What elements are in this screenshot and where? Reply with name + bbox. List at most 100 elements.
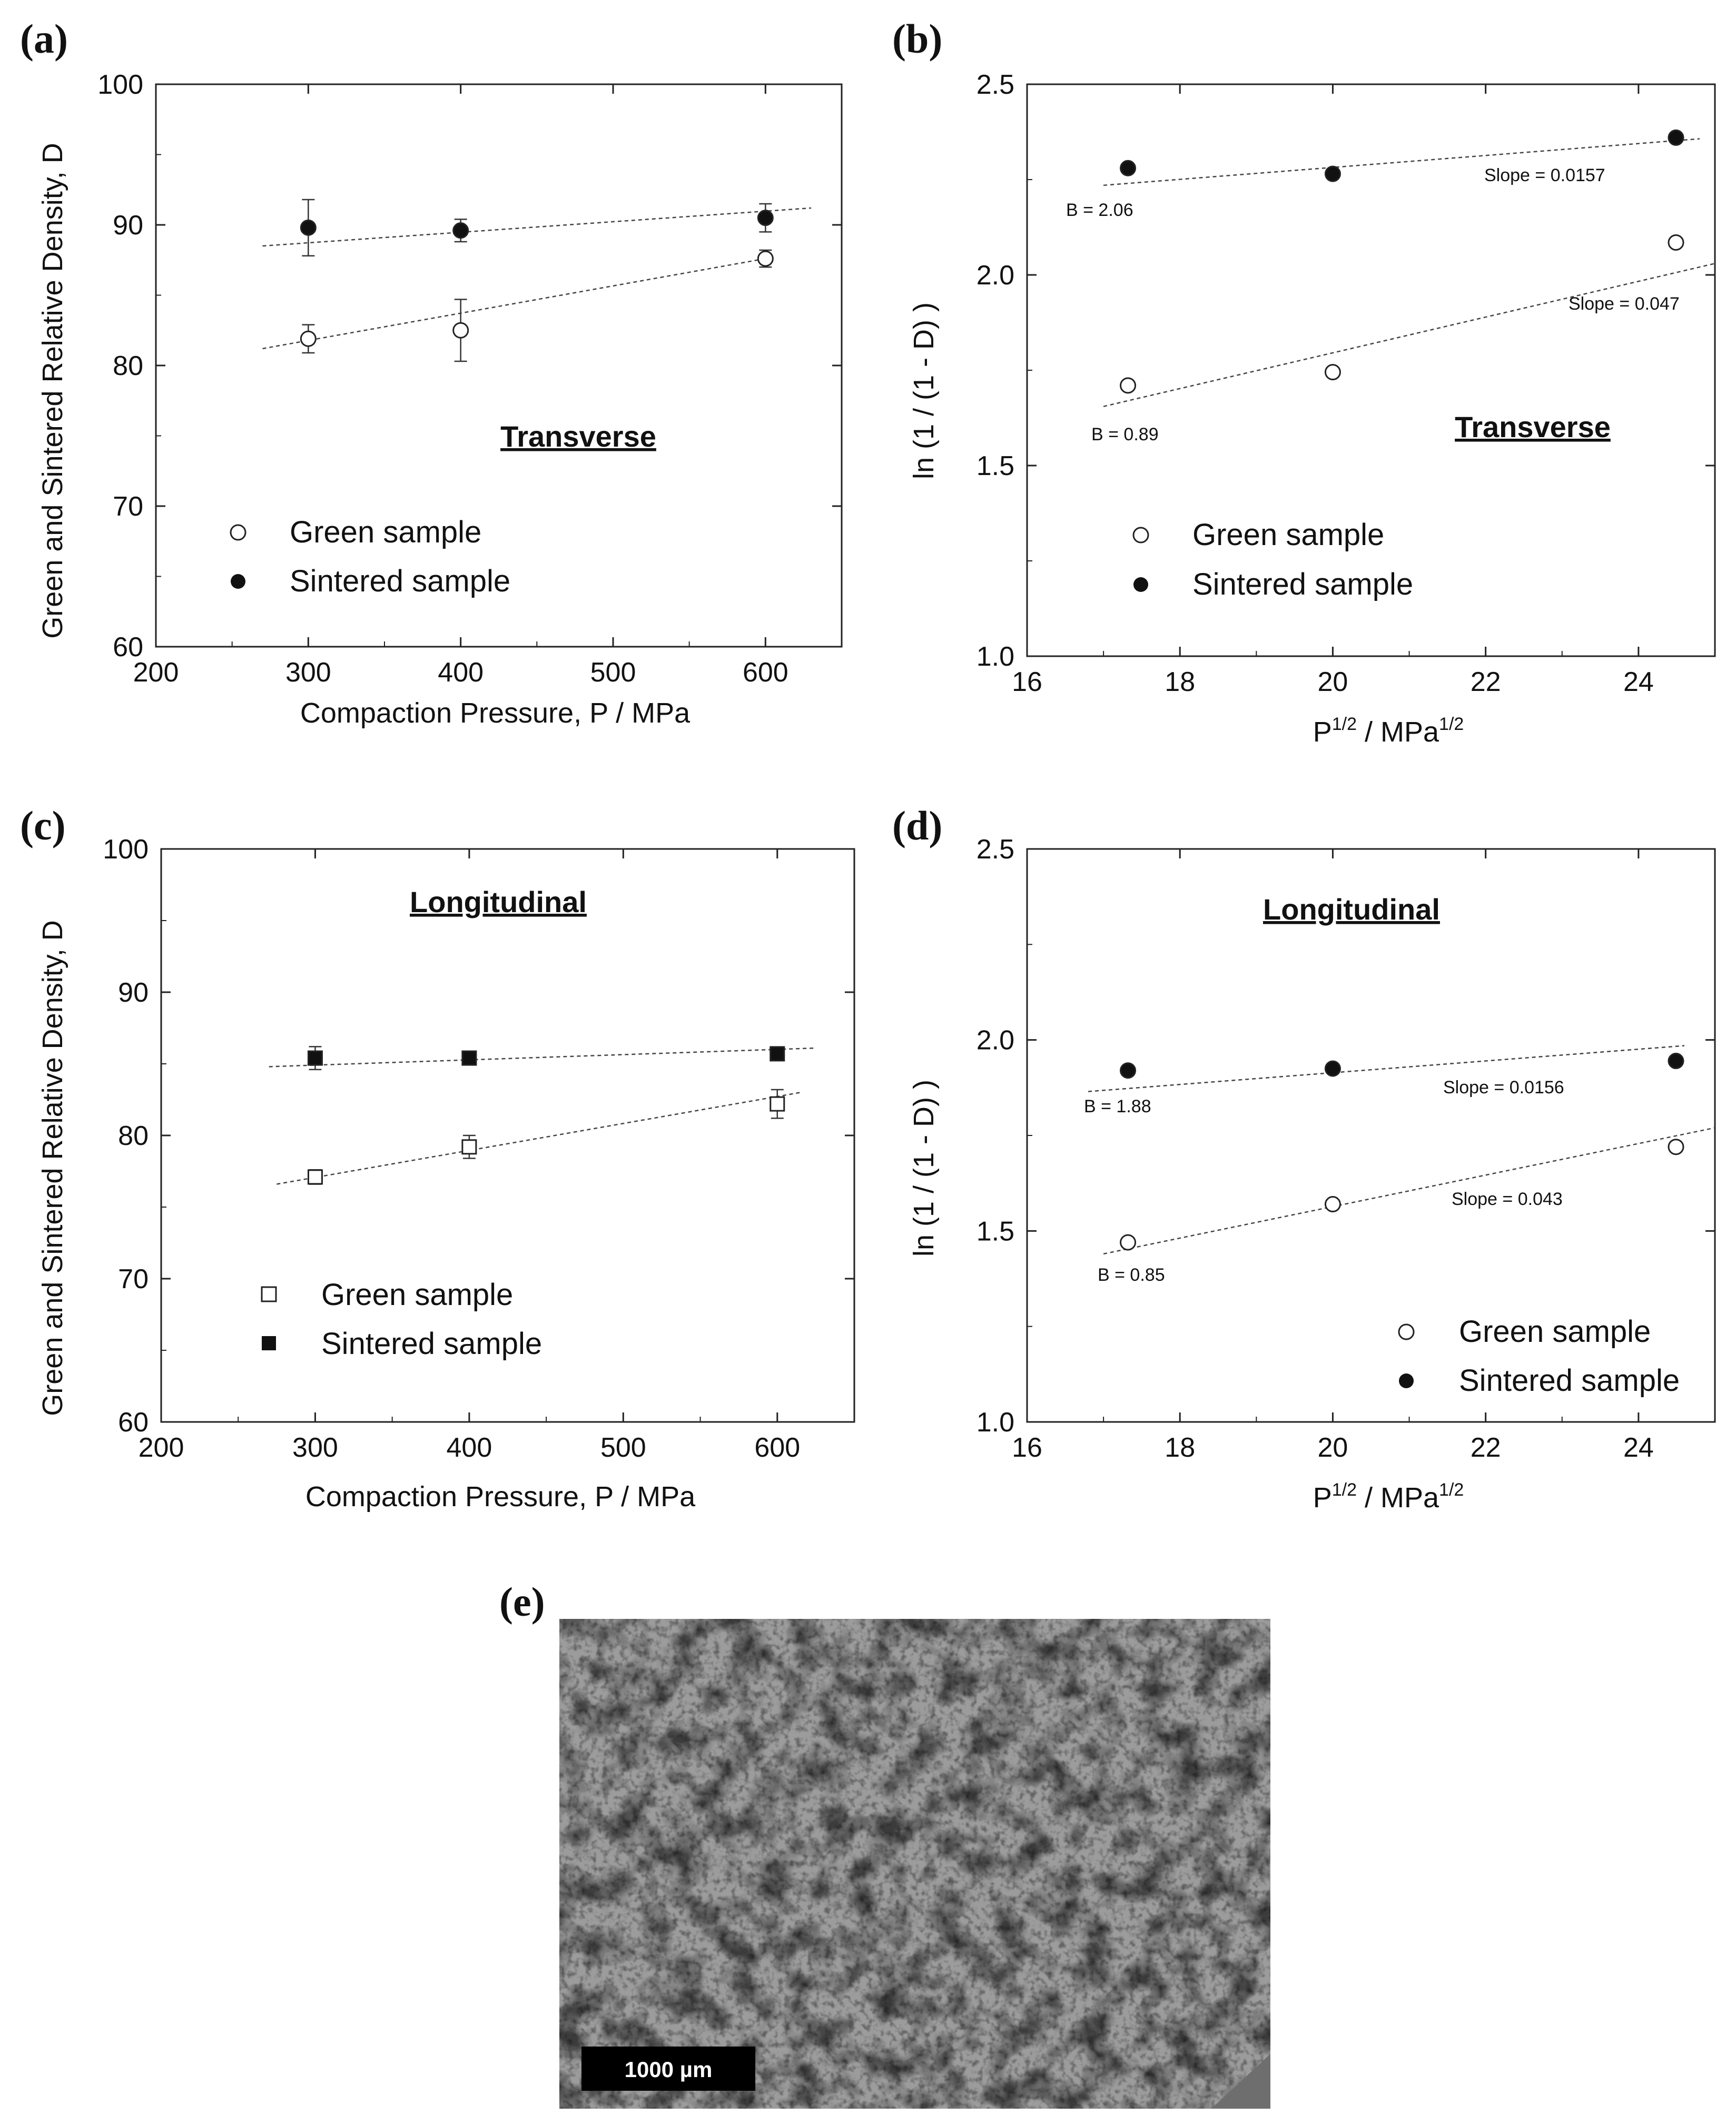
data-point-green (452, 322, 469, 339)
panel-b-xlabel: P1/2 / MPa1/2 (1313, 714, 1464, 748)
y-tick-label: 1.0 (976, 641, 1014, 672)
panel-d-xlabel: P1/2 / MPa1/2 (1313, 1480, 1464, 1514)
data-point-green (1324, 1196, 1341, 1213)
panel-b-legend-sintered: Sintered sample (1192, 567, 1413, 601)
data-point-green (461, 1139, 477, 1155)
y-tick-label: 60 (118, 1407, 149, 1438)
panel-d-ylabel: ln (1 / (1 - D) ) (908, 1080, 940, 1257)
x-tick-label: 200 (133, 657, 179, 688)
x-tick-label: 300 (285, 657, 331, 688)
y-tick-label: 1.5 (976, 1216, 1014, 1247)
x-tick-label: 16 (1012, 1432, 1042, 1463)
data-point-sintered (461, 1050, 477, 1066)
fit-line-green (262, 258, 766, 350)
fit-line-sintered (1103, 138, 1700, 186)
fit-line-green (1103, 263, 1715, 407)
legend-marker-green-open-circle (1132, 527, 1149, 543)
legend-marker-sintered-filled-circle (1133, 577, 1148, 592)
x-tick-label: 600 (754, 1432, 800, 1463)
panel-a-ylabel: Green and Sintered Relative Density, D (37, 143, 68, 638)
y-tick-label: 1.5 (976, 451, 1014, 481)
data-point-green (1120, 377, 1137, 394)
panel-e-label: (e) (499, 1579, 545, 1625)
data-point-sintered (1120, 160, 1137, 176)
panel-c-ylabel: Green and Sintered Relative Density, D (37, 920, 68, 1416)
y-tick-label: 90 (113, 210, 143, 241)
data-point-sintered (1324, 1060, 1341, 1077)
panel-d: (d) Longitudinal P1/2 / MPa1/2 ln (1 / (… (892, 803, 1680, 1514)
y-tick-label: 100 (103, 834, 149, 865)
panel-a-legend-sintered: Sintered sample (290, 564, 510, 598)
panel-b: (b) Transverse P1/2 / MPa1/2 ln (1 / (1 … (892, 16, 1680, 748)
y-tick-label: 2.0 (976, 260, 1014, 291)
fit-line-sintered (269, 1047, 816, 1068)
x-tick-label: 400 (438, 657, 484, 688)
y-tick-label: 2.5 (976, 834, 1014, 865)
scale-bar-label: 1000 µm (625, 2057, 713, 2082)
data-point-sintered (1324, 165, 1341, 182)
plot-area-d: 16 18 20 22 24 1.0 1.5 2.0 2.5 (976, 834, 1716, 1463)
y-tick-label: 80 (118, 1121, 149, 1151)
data-point-green (770, 1096, 785, 1112)
panel-a-legend-green: Green sample (290, 515, 481, 549)
data-point-green (1120, 1234, 1137, 1251)
x-tick-label: 18 (1165, 1432, 1195, 1463)
annotation-b-sintered-slope: Slope = 0.0157 (1484, 165, 1605, 185)
data-point-sintered (307, 1050, 323, 1066)
plot-area-b: 16 18 20 22 24 1.0 1.5 2.0 2.5 (976, 70, 1716, 697)
panel-c-title: Longitudinal (410, 885, 587, 918)
x-tick-label: 500 (600, 1432, 646, 1463)
x-tick-label: 22 (1471, 667, 1501, 697)
annotation-b-green-intercept: B = 0.89 (1091, 424, 1159, 444)
data-point-green (757, 250, 774, 267)
data-point-sintered (1668, 129, 1684, 146)
legend-marker-sintered-filled-circle (1399, 1373, 1414, 1388)
panel-a-title: Transverse (500, 420, 656, 453)
panel-b-label: (b) (892, 16, 942, 62)
legend-marker-sintered-filled-square (262, 1336, 276, 1350)
data-point-green (1668, 1139, 1684, 1155)
panel-d-legend-green: Green sample (1459, 1315, 1651, 1349)
fit-line-sintered (1088, 1045, 1685, 1092)
y-tick-label: 2.0 (976, 1025, 1014, 1056)
panel-c-legend-sintered: Sintered sample (321, 1327, 542, 1361)
x-tick-label: 400 (447, 1432, 492, 1463)
x-tick-label: 20 (1318, 1432, 1348, 1463)
legend-marker-green-open-square (261, 1286, 277, 1302)
panel-a: (a) Transverse Compaction Pressure, P / … (20, 16, 691, 729)
y-tick-label: 2.5 (976, 70, 1014, 100)
data-point-green (1668, 234, 1684, 251)
y-tick-label: 90 (118, 977, 149, 1008)
data-point-sintered (300, 219, 317, 236)
x-tick-label: 200 (139, 1432, 184, 1463)
micrograph-image (559, 1619, 1270, 2109)
data-point-green (300, 330, 317, 347)
x-tick-label: 18 (1165, 667, 1195, 697)
panel-a-label: (a) (20, 16, 68, 62)
legend-marker-sintered-filled-circle (231, 574, 245, 589)
annotation-b-green-slope: Slope = 0.047 (1569, 294, 1680, 314)
data-point-green (307, 1169, 323, 1185)
y-tick-label: 1.0 (976, 1407, 1014, 1438)
annotation-d-green-intercept: B = 0.85 (1098, 1265, 1165, 1285)
annotation-d-green-slope: Slope = 0.043 (1452, 1189, 1563, 1209)
data-point-green (1324, 364, 1341, 381)
panel-c: (c) Longitudinal Compaction Pressure, P … (20, 803, 696, 1513)
fit-line-green (1103, 1127, 1715, 1255)
x-tick-label: 24 (1623, 667, 1654, 697)
x-tick-label: 500 (590, 657, 636, 688)
data-point-sintered (757, 210, 774, 226)
plot-frame (155, 83, 843, 648)
panel-d-legend-sintered: Sintered sample (1459, 1363, 1680, 1398)
fit-line-green (277, 1092, 801, 1185)
panel-c-xlabel: Compaction Pressure, P / MPa (305, 1481, 696, 1513)
data-point-sintered (770, 1046, 785, 1062)
panel-c-legend-green: Green sample (321, 1278, 513, 1312)
panel-c-label: (c) (20, 803, 66, 848)
panel-d-label: (d) (892, 803, 942, 848)
plot-area-a: 200 300 400 500 600 60 70 80 90 100 (97, 70, 843, 688)
panel-d-title: Longitudinal (1263, 893, 1440, 926)
fit-line-sintered (262, 207, 812, 247)
data-point-sintered (452, 222, 469, 239)
